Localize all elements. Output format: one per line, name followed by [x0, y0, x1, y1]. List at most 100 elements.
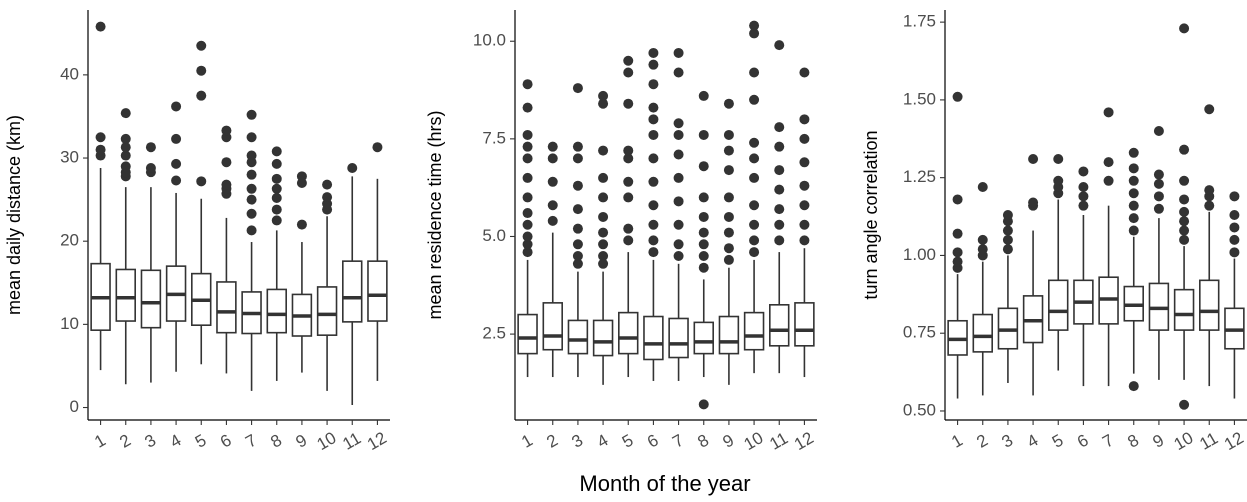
outlier: [246, 132, 257, 143]
outlier: [171, 175, 182, 186]
outlier: [572, 258, 583, 269]
outlier: [698, 251, 709, 261]
outlier: [1153, 203, 1164, 214]
box: [567, 319, 589, 355]
outlier: [799, 157, 810, 168]
box: [1048, 279, 1069, 331]
x-tick-label: 1: [948, 431, 966, 452]
x-tick-label: 1: [91, 431, 109, 452]
outlier: [522, 192, 533, 203]
x-tick-label: 8: [267, 431, 285, 452]
outlier: [648, 219, 659, 230]
outlier: [522, 247, 533, 258]
y-tick-label: 1.00: [903, 245, 936, 264]
outlier: [145, 163, 156, 174]
outlier: [1179, 234, 1190, 245]
y-tick-label: 0: [70, 397, 79, 416]
outlier: [120, 133, 131, 144]
outlier: [1028, 197, 1039, 208]
outlier: [723, 243, 734, 254]
box: [140, 269, 162, 329]
box: [592, 319, 614, 357]
outlier: [1179, 225, 1190, 236]
outlier: [1053, 154, 1064, 165]
x-tick-label: 11: [766, 428, 791, 453]
outlier: [246, 150, 257, 161]
outlier: [1204, 104, 1215, 115]
outlier: [774, 122, 785, 133]
outlier: [723, 165, 734, 176]
y-tick-label: 30: [60, 148, 79, 167]
outlier: [120, 108, 131, 119]
outlier: [723, 192, 734, 203]
outlier: [749, 200, 760, 211]
x-tick-label: 10: [741, 428, 767, 454]
outlier: [648, 79, 659, 90]
y-tick-label: 2.5: [482, 324, 506, 343]
box: [115, 268, 136, 322]
outlier: [598, 211, 609, 222]
x-tick-label: 7: [242, 431, 260, 452]
box: [718, 315, 740, 355]
y-axis-title: mean residence time (hrs): [425, 110, 445, 319]
box: [1199, 279, 1220, 331]
outlier: [171, 158, 182, 169]
outlier: [952, 228, 963, 239]
outlier: [171, 101, 182, 112]
outlier: [1179, 23, 1190, 34]
outlier: [120, 150, 131, 161]
x-tick-label: 9: [720, 431, 738, 452]
outlier: [1179, 399, 1190, 410]
y-tick-label: 10: [60, 314, 79, 333]
box: [542, 302, 563, 351]
outlier: [322, 179, 333, 190]
x-tick-label: 5: [192, 431, 210, 452]
box: [972, 313, 993, 353]
outlier: [698, 90, 709, 101]
outlier: [952, 91, 963, 102]
outlier: [1128, 225, 1139, 236]
x-tick-label: 10: [314, 428, 340, 454]
outlier: [623, 192, 634, 203]
outlier: [572, 83, 583, 94]
outlier: [572, 239, 583, 250]
x-tick-label: 3: [569, 431, 587, 452]
outlier: [673, 196, 684, 207]
outlier: [522, 239, 533, 250]
outlier: [271, 146, 282, 157]
outlier: [271, 183, 282, 194]
outlier: [1153, 126, 1164, 137]
outlier: [598, 251, 609, 261]
outlier: [1229, 234, 1240, 245]
outlier: [623, 98, 634, 109]
outlier: [698, 239, 709, 250]
outlier: [1128, 163, 1139, 174]
outlier: [749, 28, 760, 39]
outlier: [774, 204, 785, 215]
outlier: [246, 225, 257, 236]
outlier: [673, 172, 684, 183]
outlier: [547, 153, 558, 164]
outlier: [196, 176, 207, 187]
outlier: [673, 67, 684, 78]
box: [1173, 288, 1195, 331]
outlier: [952, 247, 963, 258]
outlier: [749, 67, 760, 78]
box: [668, 317, 689, 359]
x-tick-label: 5: [619, 431, 637, 452]
x-tick-label: 11: [1196, 428, 1221, 453]
outlier: [296, 171, 307, 182]
outlier: [799, 180, 810, 191]
outlier: [347, 163, 358, 174]
outlier: [723, 254, 734, 265]
box: [316, 286, 338, 336]
outlier: [246, 194, 257, 205]
outlier: [95, 144, 106, 155]
outlier: [1153, 191, 1164, 202]
outlier: [749, 172, 760, 183]
outlier: [196, 40, 207, 51]
outlier: [522, 153, 533, 164]
outlier: [246, 183, 257, 194]
outlier: [598, 98, 609, 109]
